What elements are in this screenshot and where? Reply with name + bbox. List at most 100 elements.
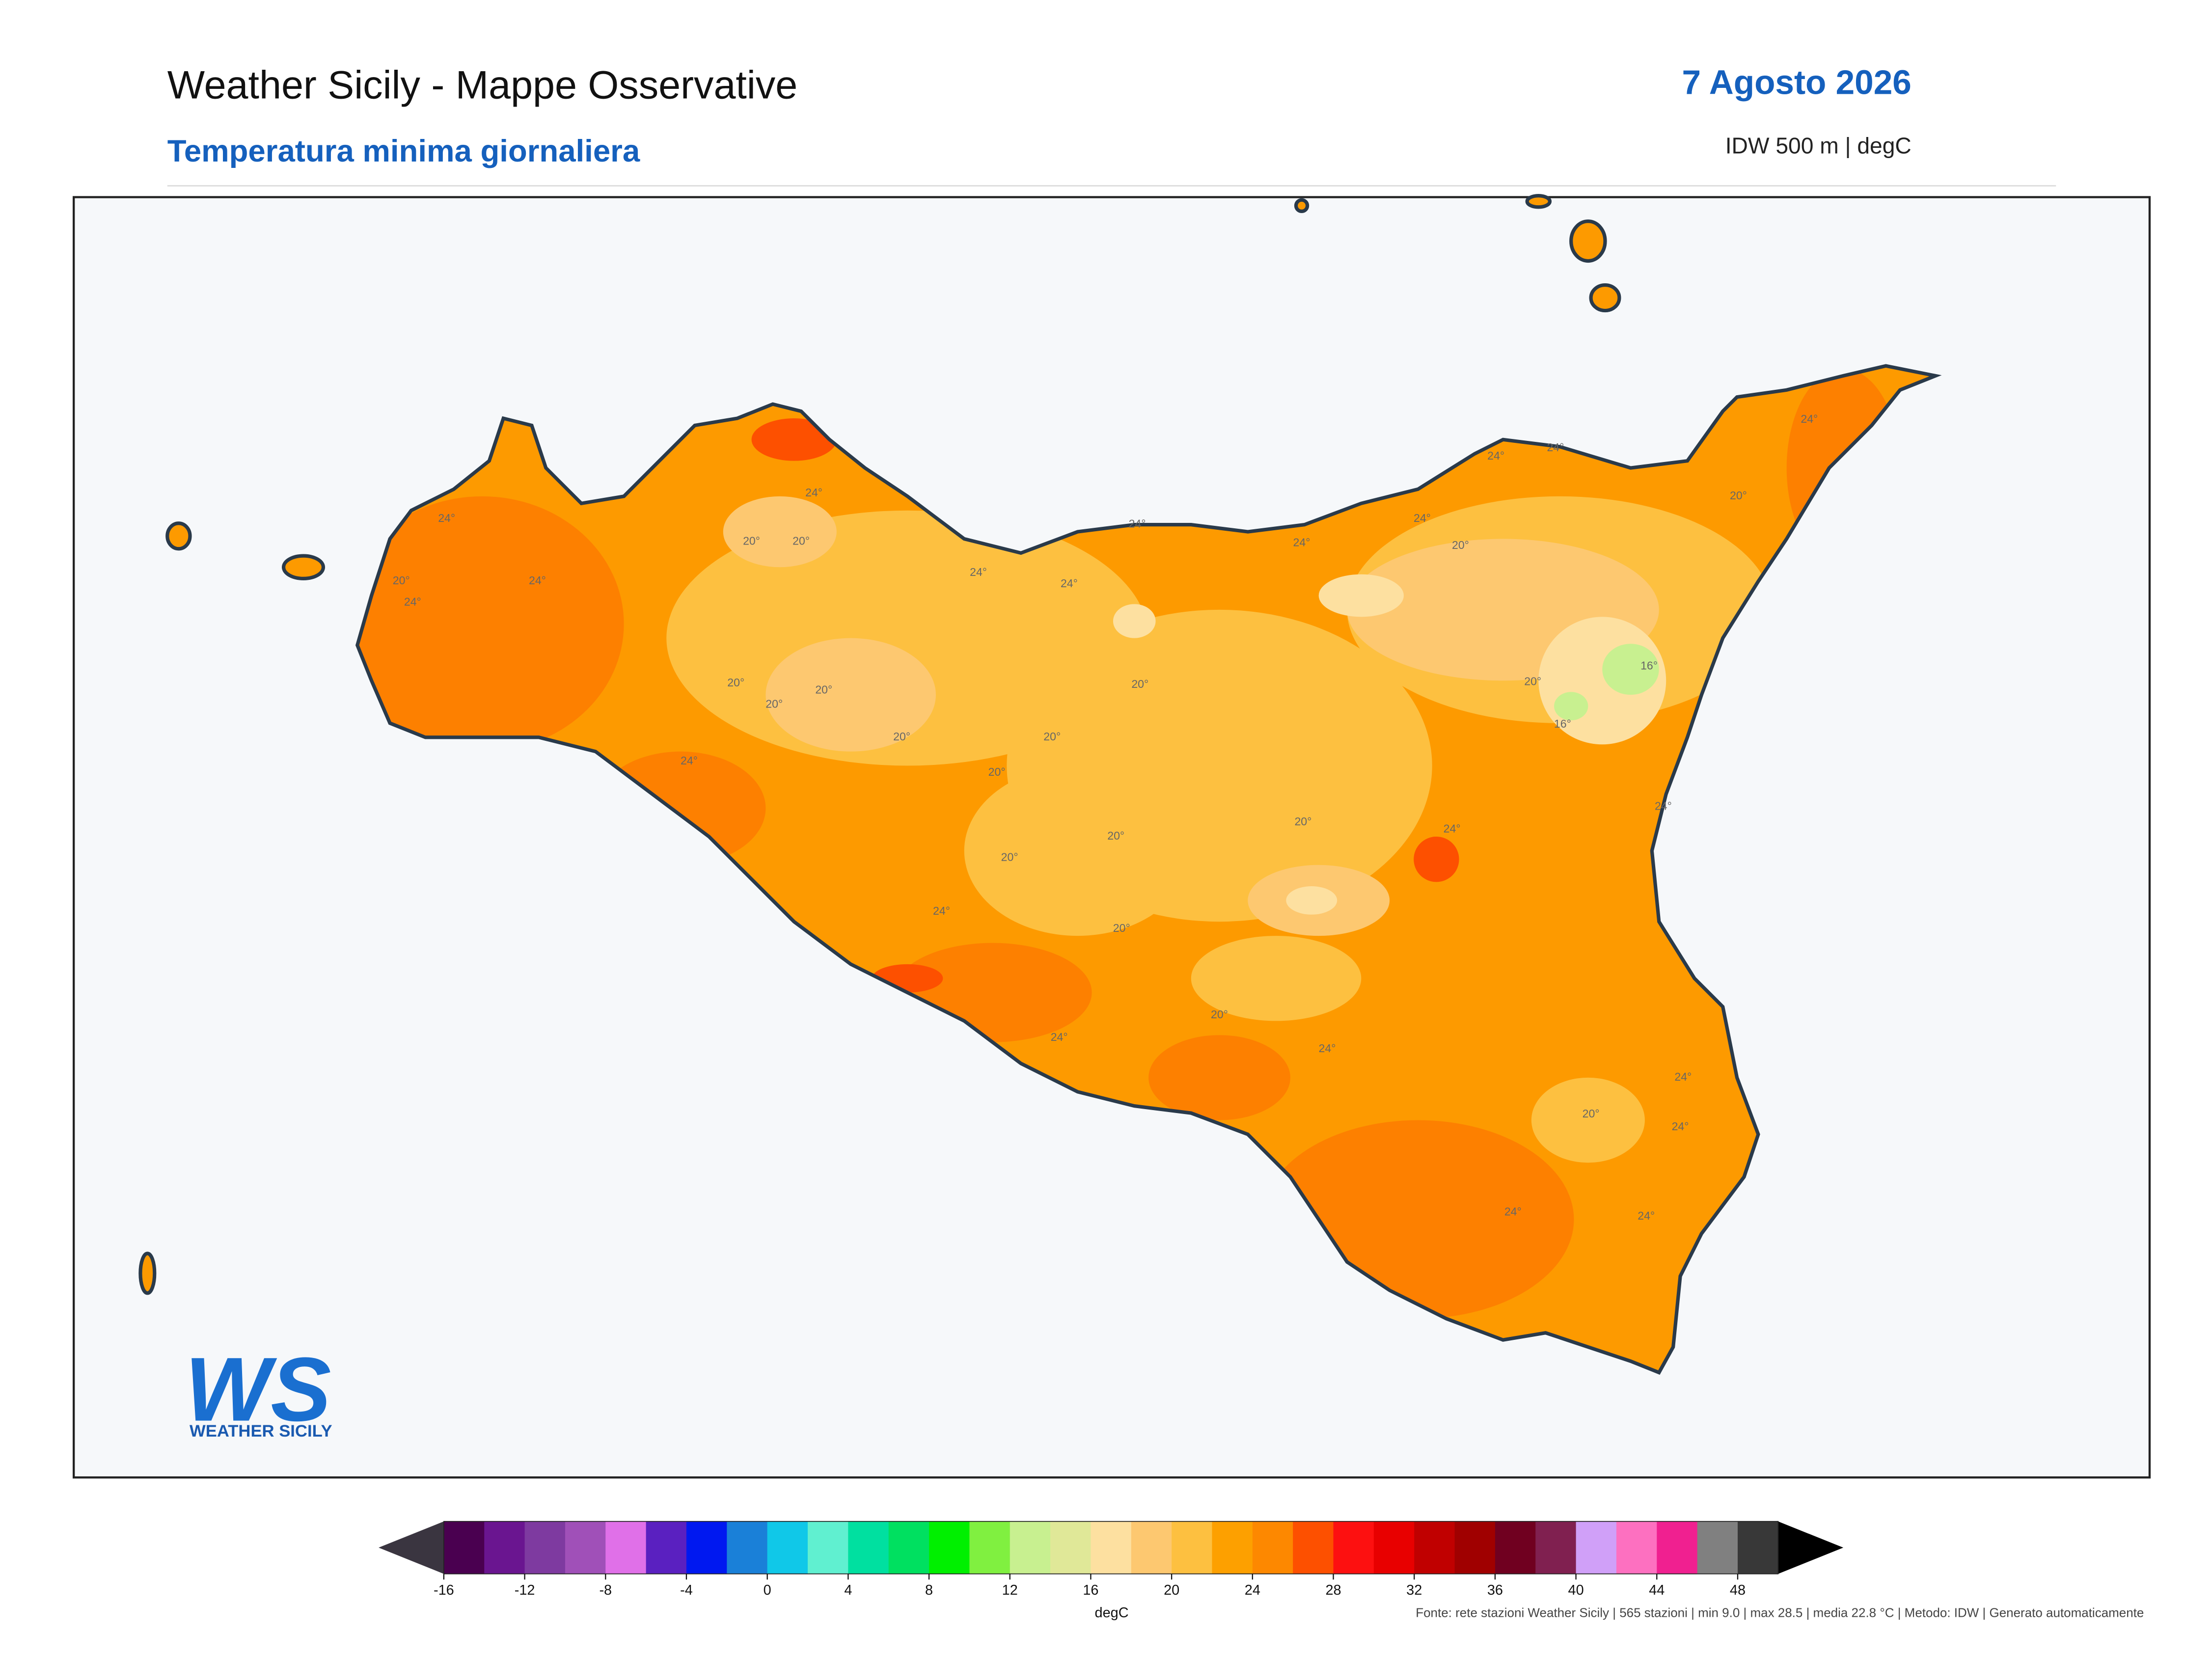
colorbar-swatch [605, 1521, 647, 1574]
colorbar-swatch [929, 1521, 970, 1574]
island [1294, 198, 1310, 214]
contour-label: 24° [970, 566, 987, 578]
contour-label: 20° [743, 534, 760, 547]
contour-label: 24° [529, 574, 546, 587]
contour-label: 24° [1319, 1042, 1336, 1055]
date: 7 Agosto 2026 [1682, 63, 1912, 102]
colorbar-swatch [888, 1521, 929, 1574]
colorbar-swatch [1697, 1521, 1738, 1574]
contour-label: 20° [1107, 829, 1124, 842]
islands [138, 194, 1621, 1295]
island [1589, 283, 1621, 313]
colorbar-tick-label: 16 [1083, 1582, 1098, 1598]
colorbar-swatch [686, 1521, 728, 1574]
contour-label: 20° [1043, 730, 1061, 743]
colorbar-tick-label: 0 [764, 1582, 771, 1598]
colorbar-swatch [848, 1521, 889, 1574]
contour-label: 24° [1293, 536, 1311, 548]
colorbar-under [379, 1521, 444, 1574]
contour-label: 24° [1672, 1120, 1689, 1133]
colorbar-swatch [646, 1521, 687, 1574]
contour-label: 24° [1547, 441, 1564, 454]
colorbar-swatch [767, 1521, 808, 1574]
colorbar-swatch [1333, 1521, 1374, 1574]
contour-label: 16° [1554, 717, 1571, 730]
contour-label: 20° [1730, 489, 1747, 502]
contour-label: 20° [1583, 1107, 1600, 1120]
colorbar-tick-label: -12 [515, 1582, 535, 1598]
island [165, 521, 192, 551]
colorbar-tick-label: 40 [1568, 1582, 1584, 1598]
colorbar-swatch [565, 1521, 606, 1574]
warm-zone [357, 368, 1900, 1319]
logo-name: WEATHER SICILY [190, 1422, 332, 1441]
colorbar-swatch [1616, 1521, 1658, 1574]
subtitle: Temperatura minima giornaliera [167, 134, 640, 168]
contour-label: 20° [1113, 922, 1130, 934]
contour-label: 24° [805, 486, 822, 499]
island [1569, 219, 1607, 263]
contour-label: 20° [1001, 850, 1018, 863]
colorbar-tick-label: 20 [1164, 1582, 1179, 1598]
contour-label: 20° [1211, 1008, 1228, 1021]
contour-label: 20° [765, 697, 783, 710]
colorbar-swatch [1373, 1521, 1415, 1574]
method: IDW 500 m | degC [1725, 133, 1912, 159]
colorbar-tick-label: -4 [680, 1582, 693, 1598]
colorbar-swatch [1737, 1521, 1779, 1574]
colorbar-label: degC [1095, 1605, 1129, 1621]
contour-label: 20° [893, 730, 910, 743]
contour-label: 24° [1655, 799, 1672, 812]
colorbar-swatch [1293, 1521, 1334, 1574]
colorbar-swatch [1414, 1521, 1455, 1574]
colorbar-swatch [1495, 1521, 1536, 1574]
colorbar-swatch [1050, 1521, 1092, 1574]
colorbar-tick-label: -16 [434, 1582, 454, 1598]
colorbar-swatch [1454, 1521, 1496, 1574]
colorbar-tick-label: 24 [1245, 1582, 1260, 1598]
colorbar-over [1778, 1521, 1844, 1574]
contour-label: 16° [1640, 659, 1658, 672]
colorbar-swatch [1010, 1521, 1051, 1574]
contour-label: 24° [404, 596, 421, 608]
colorbar-tick-label: 8 [925, 1582, 933, 1598]
contour-label: 20° [988, 765, 1006, 778]
colorbar-swatch [1252, 1521, 1294, 1574]
colorbar-swatch [1091, 1521, 1132, 1574]
colorbar-tick-label: 36 [1487, 1582, 1503, 1598]
contour-label: 24° [1414, 512, 1431, 524]
contour-label: 24° [933, 904, 950, 917]
contour-label: 24° [1504, 1205, 1522, 1218]
island [281, 554, 326, 580]
colorbar-tick-label: 48 [1730, 1582, 1746, 1598]
colorbar-tick-label: -8 [599, 1582, 612, 1598]
contour-label: 24° [1674, 1070, 1692, 1083]
footer: Fonte: rete stazioni Weather Sicily | 56… [1416, 1605, 2144, 1620]
contour-label: 24° [681, 754, 698, 767]
logo-mark: WS [185, 1339, 331, 1440]
island [1525, 194, 1552, 209]
colorbar-tick-label: 32 [1406, 1582, 1422, 1598]
colorbar-swatch [1657, 1521, 1698, 1574]
colorbar-swatch [524, 1521, 566, 1574]
contour-label: 20° [1524, 675, 1541, 687]
contour-label: 24° [1061, 577, 1078, 590]
contour-label: 24° [1801, 412, 1818, 425]
colorbar-swatch [1535, 1521, 1577, 1574]
contour-label: 24° [438, 512, 455, 524]
contour-label: 24° [1487, 449, 1504, 462]
colorbar-swatch [969, 1521, 1010, 1574]
contour-label: 24° [1051, 1031, 1068, 1043]
contour-label: 20° [1452, 539, 1469, 551]
contour-label: 20° [393, 574, 410, 587]
colorbar-swatch [1172, 1521, 1213, 1574]
title: Weather Sicily - Mappe Osservative [167, 63, 797, 108]
contour-label: 20° [1294, 815, 1311, 828]
colorbar-tick-label: 44 [1649, 1582, 1665, 1598]
colorbar-swatch [808, 1521, 849, 1574]
colorbar-tick-label: 28 [1325, 1582, 1341, 1598]
contour-label: 20° [815, 683, 832, 696]
contour-label: 20° [727, 676, 744, 689]
colorbar-swatch [1212, 1521, 1253, 1574]
colorbar-swatch [1131, 1521, 1172, 1574]
